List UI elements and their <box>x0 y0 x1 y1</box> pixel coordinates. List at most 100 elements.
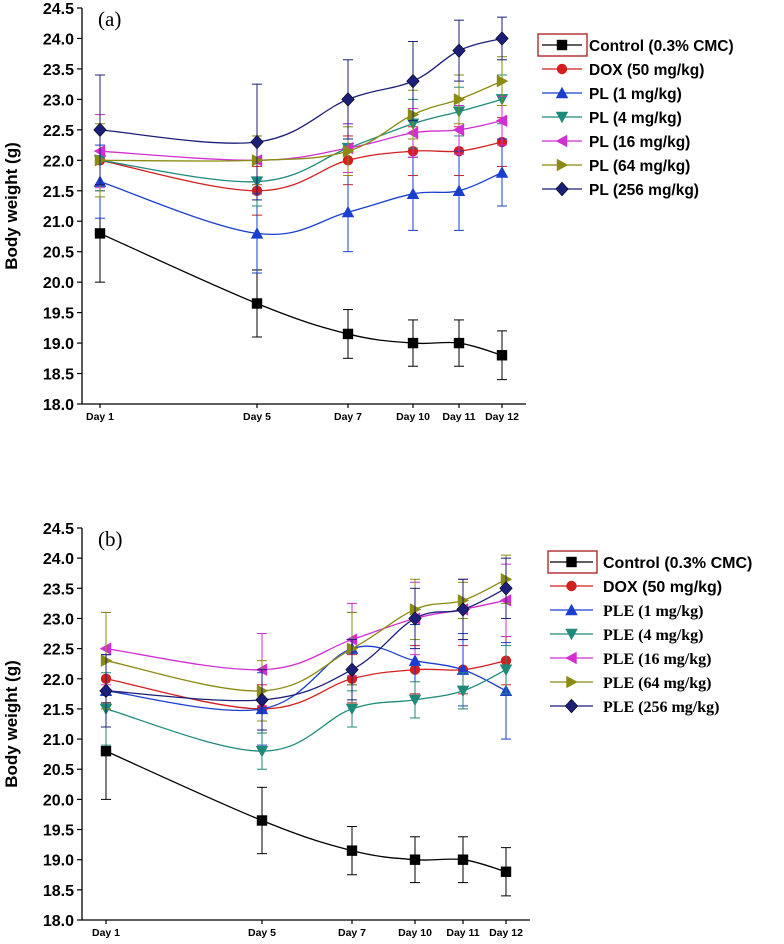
series-line <box>105 750 507 873</box>
data-point <box>456 663 470 675</box>
series-line <box>99 232 503 356</box>
y-tick-label: 19.0 <box>43 853 74 870</box>
legend-marker <box>555 86 569 99</box>
data-point <box>496 350 508 361</box>
legend-marker <box>564 698 579 714</box>
panel-label: (b) <box>98 527 123 551</box>
data-point <box>406 126 419 140</box>
legend-label: PLE (1 mg/kg) <box>603 603 703 620</box>
series-4 <box>93 74 509 207</box>
x-tick-label: Day 7 <box>334 411 362 423</box>
series-line <box>105 599 507 671</box>
y-tick-label: 20.0 <box>43 275 74 292</box>
legend-label: DOX (50 mg/kg) <box>589 62 704 79</box>
legend-highlight-box <box>537 33 588 57</box>
y-tick-label: 24.5 <box>43 521 74 538</box>
y-tick-label: 24.0 <box>43 551 74 568</box>
y-axis-title: Body weight (g) <box>2 142 21 269</box>
data-point <box>342 144 355 158</box>
y-tick-label: 24.0 <box>43 31 74 48</box>
legend-marker <box>556 39 568 51</box>
data-point <box>341 205 355 218</box>
data-point <box>456 602 470 617</box>
series-line <box>105 578 507 692</box>
x-tick-label: Day 5 <box>243 411 271 423</box>
panel-label: (a) <box>98 7 121 31</box>
x-tick-label: Day 11 <box>442 411 475 423</box>
data-point <box>495 166 509 178</box>
x-tick-label: Day 10 <box>398 927 432 939</box>
data-point <box>93 122 107 138</box>
y-tick-label: 19.0 <box>43 336 74 353</box>
data-point <box>341 92 355 107</box>
legend-marker <box>555 111 569 124</box>
legend-label: Control (0.3% CMC) <box>603 555 752 572</box>
data-point <box>94 228 106 239</box>
data-point <box>456 685 470 698</box>
data-point <box>499 664 513 676</box>
data-point <box>407 108 420 121</box>
data-point <box>408 654 422 666</box>
y-tick-label: 21.0 <box>43 732 74 749</box>
legend-marker <box>556 63 568 75</box>
y-tick-label: 24.5 <box>43 1 74 18</box>
legend-marker <box>566 675 578 689</box>
data-point <box>453 93 466 106</box>
y-tick-label: 20.5 <box>43 245 74 262</box>
data-point <box>342 328 354 340</box>
series-line <box>99 37 503 144</box>
data-point <box>345 662 359 677</box>
data-point <box>453 337 465 349</box>
legend-marker <box>565 603 578 616</box>
chart-panel-b: 18.0 18.5 19.0 19.5 20.0 20.5 21.0 21.5 22.0 22.5… <box>0 472 784 944</box>
axes: 18.0 18.5 19.0 19.5 20.0 20.5 21.0 21.5 22.0 22.5… <box>43 521 530 939</box>
series-line <box>99 141 503 192</box>
data-point <box>256 815 268 826</box>
y-tick-label: 20.5 <box>43 762 74 779</box>
data-point <box>346 845 358 856</box>
data-point <box>495 31 509 46</box>
data-point <box>408 611 422 626</box>
data-point <box>100 745 112 757</box>
legend-label: PL (16 mg/kg) <box>589 134 690 151</box>
y-tick-label: 18.0 <box>43 397 74 414</box>
x-tick-label: Day 5 <box>248 927 276 939</box>
chart-panel-a: 18.0 18.5 19.0 19.5 20.0 20.5 21.0 21.5 22.0 22.5… <box>2 1 734 423</box>
series-line <box>105 669 507 752</box>
data-point <box>407 337 419 349</box>
data-point <box>94 154 107 167</box>
data-point <box>100 654 113 667</box>
data-point <box>499 581 513 596</box>
legend-marker <box>565 628 578 641</box>
y-tick-label: 22.0 <box>43 153 74 170</box>
y-tick-label: 21.0 <box>43 214 74 231</box>
legend: Control (0.3% CMC) DOX (50 mg/kg) PLE (1 m… <box>547 550 752 716</box>
legend-label: DOX (50 mg/kg) <box>603 579 722 596</box>
series-7 <box>93 16 509 201</box>
x-tick-label: Day 12 <box>489 927 523 939</box>
chart-a-svg: 18.0 18.5 19.0 19.5 20.0 20.5 21.0 21.5 22.0 22.5… <box>2 1 734 423</box>
legend-label: PL (64 mg/kg) <box>589 158 690 175</box>
x-tick-label: Day 7 <box>338 927 366 939</box>
legend-label: PLE (256 mg/kg) <box>603 699 719 716</box>
y-tick-label: 18.5 <box>43 367 74 384</box>
data-point <box>500 866 512 877</box>
x-tick-label: Day 11 <box>446 927 479 939</box>
legend-label: PLE (64 mg/kg) <box>603 675 711 692</box>
legend-label: PL (256 mg/kg) <box>589 182 699 199</box>
y-tick-label: 23.0 <box>43 611 74 628</box>
x-tick-label: Day 1 <box>86 411 114 423</box>
legend-marker <box>566 556 577 568</box>
data-point <box>500 573 513 586</box>
data-point <box>408 694 422 707</box>
y-tick-label: 18.5 <box>43 883 74 900</box>
legend-marker <box>555 181 569 197</box>
data-point <box>499 594 512 607</box>
data-point <box>496 74 509 88</box>
x-tick-label: Day 1 <box>92 927 120 939</box>
chart-b-svg: 18.0 18.5 19.0 19.5 20.0 20.5 21.0 21.5 22.0 22.5… <box>2 521 752 939</box>
data-point <box>406 73 420 89</box>
data-point <box>345 703 359 716</box>
legend-label: PL (4 mg/kg) <box>589 110 682 127</box>
x-tick-label: Day 12 <box>485 411 519 423</box>
